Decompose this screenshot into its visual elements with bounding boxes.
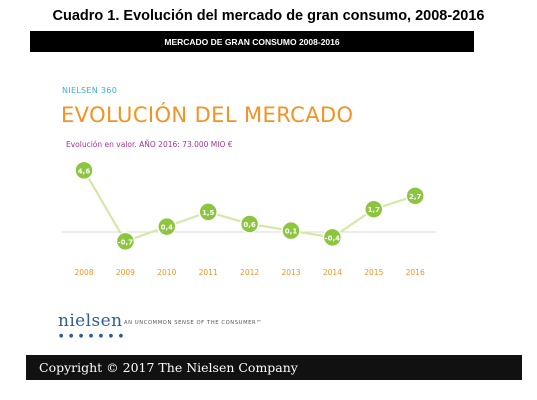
x-tick-label: 2014 — [323, 268, 342, 277]
x-tick-label: 2010 — [157, 268, 176, 277]
data-point-marker — [157, 216, 177, 237]
data-label: -0,4 — [325, 234, 340, 242]
data-point-marker — [364, 199, 384, 219]
data-label: 1,7 — [368, 206, 381, 214]
nielsen-logo: nielsen — [58, 311, 123, 331]
tagline: AN UNCOMMON SENSE OF THE CONSUMER™ — [124, 320, 263, 326]
data-label: 0,4 — [161, 224, 174, 232]
copyright-bar: Copyright © 2017 The Nielsen Company — [26, 355, 522, 380]
data-point-marker — [198, 202, 218, 222]
figure-caption: Cuadro 1. Evolución del mercado de gran … — [52, 8, 485, 24]
data-point-marker — [74, 160, 94, 181]
data-point-marker — [322, 227, 343, 248]
x-tick-label: 2015 — [364, 268, 383, 277]
x-tick-label: 2011 — [199, 268, 218, 277]
chart-title: EVOLUCIÓN DEL MERCADO — [61, 103, 354, 127]
data-label: 0,6 — [243, 221, 256, 229]
x-tick-label: 2009 — [116, 268, 135, 277]
x-tick-label: 2016 — [406, 268, 425, 277]
data-label: 2,7 — [409, 193, 422, 201]
brand-line: NIELSEN 360 — [62, 86, 118, 95]
header-bar: MERCADO DE GRAN CONSUMO 2008-2016 — [30, 31, 474, 52]
data-label: 1,5 — [202, 209, 215, 217]
x-tick-label: 2013 — [281, 268, 300, 277]
chart-subtitle: Evolución en valor. AÑO 2016: 73.000 MIO… — [66, 140, 233, 149]
data-point-marker — [239, 214, 260, 234]
data-point-marker — [115, 231, 136, 252]
logo-dots-decoration: ● ● ● ● ● ● ● — [59, 333, 126, 339]
x-tick-label: 2008 — [74, 268, 93, 277]
data-label: -0,7 — [118, 238, 133, 246]
x-tick-label: 2012 — [240, 268, 259, 277]
data-point-marker — [405, 186, 425, 206]
data-point-marker — [281, 220, 301, 241]
data-label: 0,1 — [285, 228, 298, 236]
data-label: 4,6 — [78, 167, 91, 175]
